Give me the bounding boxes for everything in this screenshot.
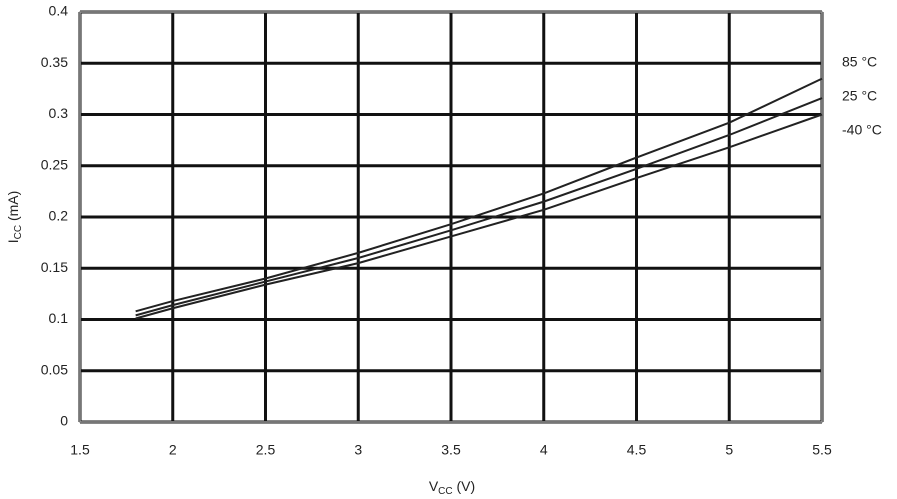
y-tick-label: 0.25 [41,156,68,172]
y-label-sub: CC [13,225,24,239]
x-tick-label: 4 [540,442,548,458]
x-label-sub: CC [438,486,452,497]
legend-label: 25 °C [842,88,877,104]
series-line [135,77,823,313]
x-label-main: V [429,478,439,494]
y-axis-label: ICC (mA) [5,191,24,244]
x-tick-label: 4.5 [627,442,647,458]
y-label-main: I [5,239,21,243]
y-tick-label: 0.2 [49,208,69,224]
x-tick-label: 1.5 [70,442,90,458]
x-tick-label: 3.5 [441,442,461,458]
series-line [135,97,823,317]
x-tick-label: 5.5 [812,442,832,458]
y-label-rest: (mA) [5,191,21,225]
x-tick-label: 5 [725,442,733,458]
y-tick-label: 0.05 [41,361,68,377]
y-tick-label: 0.1 [49,310,69,326]
x-axis-label: VCC (V) [429,478,475,497]
x-tick-label: 3 [354,442,362,458]
y-tick-label: 0.4 [49,3,69,19]
y-tick-label: 0.15 [41,259,68,275]
y-tick-label: 0 [60,413,68,429]
plot-frame [79,11,823,423]
x-tick-label: 2 [169,442,177,458]
legend-label: -40 °C [842,122,882,138]
legend-label: 85 °C [842,54,877,70]
x-tick-label: 2.5 [256,442,276,458]
y-tick-label: 0.3 [49,105,69,121]
series-line [135,113,823,320]
x-label-rest: (V) [453,478,476,494]
y-tick-label: 0.35 [41,54,68,70]
